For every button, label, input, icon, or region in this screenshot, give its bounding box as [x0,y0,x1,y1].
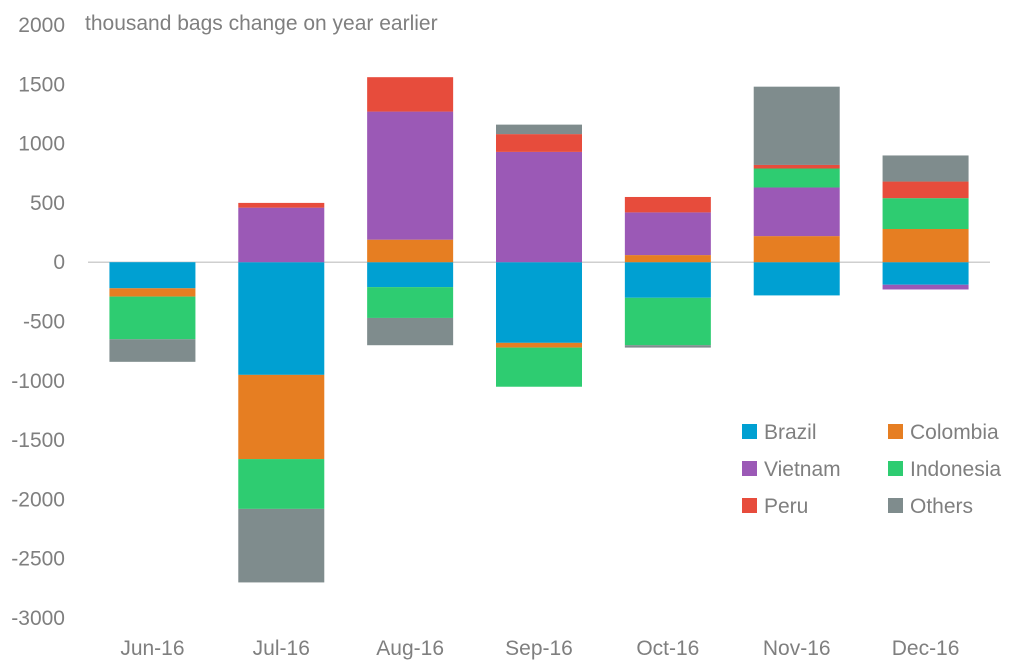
bar-segment-others-jun-16 [109,339,196,362]
bar-segment-colombia-sep-16 [496,342,582,348]
x-tick-label: Oct-16 [636,637,699,660]
bar-segment-indonesia-jul-16 [238,459,325,509]
bar-segment-colombia-oct-16 [624,255,711,263]
bar-segment-indonesia-jun-16 [109,296,196,340]
bar-segment-colombia-jun-16 [109,288,196,297]
bar-segment-vietnam-dec-16 [882,284,969,290]
legend-swatch-indonesia [888,461,903,476]
legend-label-colombia: Colombia [910,421,999,444]
bar-segment-colombia-dec-16 [882,228,969,263]
legend: Brazil Colombia Vietnam Indonesia Peru Others [742,421,1001,518]
bar-segment-brazil-nov-16 [753,262,840,296]
bar-segment-others-oct-16 [624,345,711,348]
bars-layer [109,77,969,583]
bar-segment-peru-aug-16 [367,77,454,112]
y-tick-label: -2500 [11,548,65,571]
legend-swatch-brazil [742,424,757,439]
bar-segment-vietnam-jul-16 [238,207,325,263]
y-tick-label: 1500 [18,73,65,96]
bar-segment-indonesia-nov-16 [753,168,840,188]
bar-segment-others-sep-16 [496,124,582,135]
x-tick-label: Nov-16 [763,637,831,660]
legend-label-indonesia: Indonesia [910,458,1001,481]
y-axis-unit-label: thousand bags change on year earlier [85,12,438,35]
y-tick-label: 2000 [18,14,65,37]
bar-segment-peru-dec-16 [882,181,969,199]
legend-swatch-colombia [888,424,903,439]
legend-swatch-vietnam [742,461,757,476]
x-tick-label: Aug-16 [376,637,444,660]
x-tick-label: Jul-16 [253,637,310,660]
bar-segment-brazil-jul-16 [238,262,325,375]
bar-segment-vietnam-nov-16 [753,187,840,237]
legend-swatch-others [888,498,903,513]
bar-segment-indonesia-sep-16 [496,347,582,387]
legend-label-vietnam: Vietnam [764,458,841,481]
bar-segment-peru-jul-16 [238,202,325,208]
y-tick-label: -1500 [11,429,65,452]
bar-segment-peru-nov-16 [753,164,840,169]
bar-segment-peru-sep-16 [496,134,582,152]
bar-segment-peru-oct-16 [624,196,711,213]
y-tick-label: 1000 [18,133,65,156]
bar-segment-vietnam-sep-16 [496,151,582,263]
legend-label-others: Others [910,495,973,518]
bar-segment-brazil-jun-16 [109,262,196,289]
y-tick-label: -500 [23,311,65,334]
x-tick-label: Sep-16 [505,637,573,660]
bar-segment-vietnam-aug-16 [367,111,454,240]
x-tick-label: Jun-16 [120,637,184,660]
bar-segment-indonesia-aug-16 [367,287,454,318]
bar-segment-brazil-dec-16 [882,262,969,285]
x-tick-label: Dec-16 [892,637,960,660]
bar-segment-brazil-aug-16 [367,262,454,288]
bar-segment-others-aug-16 [367,317,454,346]
y-tick-label: -1000 [11,370,65,393]
bar-segment-brazil-sep-16 [496,262,582,343]
bar-segment-others-jul-16 [238,508,325,583]
bar-segment-others-nov-16 [753,86,840,165]
bar-segment-others-dec-16 [882,155,969,182]
bar-segment-brazil-oct-16 [624,262,711,298]
y-tick-label: -2000 [11,488,65,511]
y-tick-label: -3000 [11,607,65,630]
legend-label-brazil: Brazil [764,421,817,444]
bar-segment-indonesia-oct-16 [624,297,711,346]
bar-segment-colombia-nov-16 [753,236,840,263]
bar-segment-colombia-aug-16 [367,239,454,263]
bar-segment-colombia-jul-16 [238,374,325,460]
y-tick-label: 500 [30,192,65,215]
bar-segment-indonesia-dec-16 [882,198,969,229]
bar-segment-vietnam-oct-16 [624,212,711,256]
y-tick-label: 0 [53,251,65,274]
labels-layer: 2000 1500 1000 500 0 -500 -1000 -1500 -2000 -2500… [11,14,959,660]
legend-label-peru: Peru [764,495,808,518]
legend-swatch-peru [742,498,757,513]
